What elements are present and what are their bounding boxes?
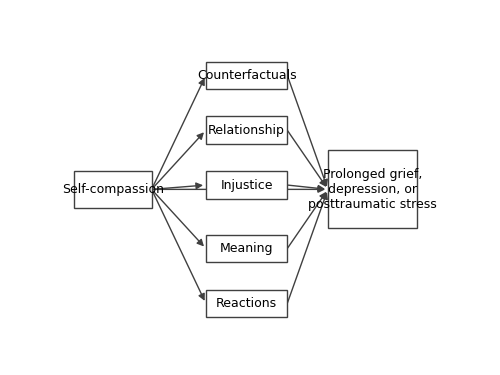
Text: Relationship: Relationship: [208, 124, 285, 136]
Bar: [74, 171, 152, 208]
Text: Prolonged grief,
depression, or
posttraumatic stress: Prolonged grief, depression, or posttrau…: [308, 168, 437, 211]
Text: Self-compassion: Self-compassion: [62, 183, 164, 196]
Bar: [328, 150, 417, 228]
Bar: [206, 171, 287, 199]
Text: Injustice: Injustice: [220, 178, 273, 192]
Text: Counterfactuals: Counterfactuals: [197, 69, 296, 82]
Text: Meaning: Meaning: [220, 242, 274, 255]
Bar: [206, 62, 287, 89]
Bar: [206, 290, 287, 317]
Bar: [206, 117, 287, 144]
Bar: [206, 235, 287, 262]
Text: Reactions: Reactions: [216, 297, 277, 310]
